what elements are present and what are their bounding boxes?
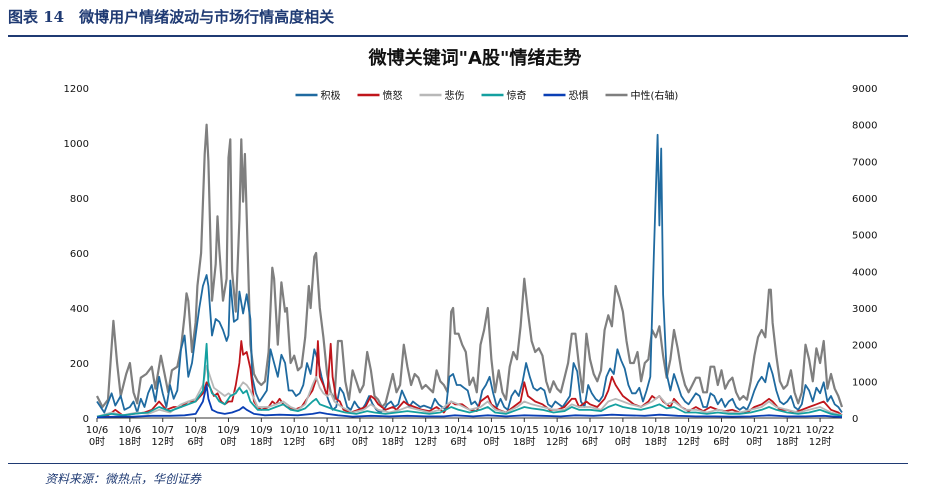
x-tick-label: 10/14 6时 (444, 425, 473, 448)
legend-label: 中性(右轴) (631, 89, 679, 102)
x-tick-label: 10/7 12时 (151, 425, 174, 448)
x-tick-label: 10/15 0时 (477, 425, 506, 448)
series-line (96, 342, 843, 418)
x-tick-label: 10/19 12时 (674, 425, 703, 448)
x-tick-label: 10/12 0时 (346, 425, 375, 448)
x-tick-label: 10/12 18时 (378, 425, 407, 448)
legend-label: 积极 (321, 89, 341, 102)
x-tick-label: 10/9 0时 (217, 425, 239, 448)
y2-tick-label: 4000 (852, 267, 877, 278)
x-tick-label: 10/8 6时 (184, 425, 206, 448)
legend-label: 惊奇 (507, 89, 527, 102)
y-tick-label: 0 (83, 414, 89, 425)
source-note: 资料来源：微热点，华创证券 (45, 472, 202, 486)
series-line (96, 364, 843, 418)
y-tick-label: 1000 (64, 139, 89, 150)
figure-caption: 图表 14 微博用户情绪波动与市场行情高度相关 (8, 8, 335, 26)
y2-tick-label: 1000 (852, 377, 877, 388)
legend-label: 悲伤 (445, 89, 465, 102)
y2-tick-label: 3000 (852, 304, 877, 315)
x-tick-label: 10/20 6时 (707, 425, 736, 448)
series-line (96, 123, 844, 409)
x-tick-label: 10/9 18时 (250, 425, 273, 448)
legend-label: 愤怒 (383, 89, 403, 102)
y2-tick-label: 6000 (852, 194, 877, 205)
y2-tick-label: 2000 (852, 341, 877, 352)
axes: 0 200 400 600 800 1000 1200 0 1000 2000 3000 4000 50… (64, 84, 878, 448)
y-tick-label: 400 (70, 304, 89, 315)
x-tick-label: 10/16 12时 (543, 425, 572, 448)
y-tick-label: 800 (70, 194, 89, 205)
y-tick-label: 200 (70, 359, 89, 370)
bottom-rule (8, 463, 908, 464)
top-rule (8, 35, 908, 37)
x-tick-label: 10/17 6时 (576, 425, 605, 448)
y-tick-label: 1200 (64, 84, 89, 95)
x-tick-label: 10/6 18时 (119, 425, 142, 448)
y2-tick-label: 7000 (852, 157, 877, 168)
y2-tick-label: 0 (852, 414, 858, 425)
x-tick-label: 10/13 12时 (411, 425, 440, 448)
x-tick-label: 10/10 12时 (280, 425, 309, 448)
y2-tick-label: 8000 (852, 121, 877, 132)
legend-label: 恐惧 (569, 90, 589, 102)
x-tick-label: 10/22 12时 (806, 425, 835, 448)
plot-area (96, 123, 844, 419)
legend: 积极 愤怒 悲伤 惊奇 恐惧 中性(右轴) (295, 89, 679, 102)
x-tick-label: 10/11 6时 (313, 425, 342, 448)
y2-tick-label: 5000 (852, 231, 877, 242)
x-tick-label: 10/15 18时 (510, 425, 539, 448)
y-tick-label: 600 (70, 249, 89, 260)
series-line (96, 384, 843, 419)
x-tick-label: 10/6 0时 (86, 425, 108, 448)
x-tick-label: 10/18 0时 (608, 425, 637, 448)
x-tick-label: 10/18 18时 (641, 425, 670, 448)
chart-title: 微博关键词"A股"情绪走势 (368, 47, 582, 69)
x-tick-label: 10/21 0时 (740, 425, 769, 448)
y2-tick-label: 9000 (852, 84, 877, 95)
series-line (96, 133, 843, 414)
x-tick-label: 10/21 18时 (773, 425, 802, 448)
